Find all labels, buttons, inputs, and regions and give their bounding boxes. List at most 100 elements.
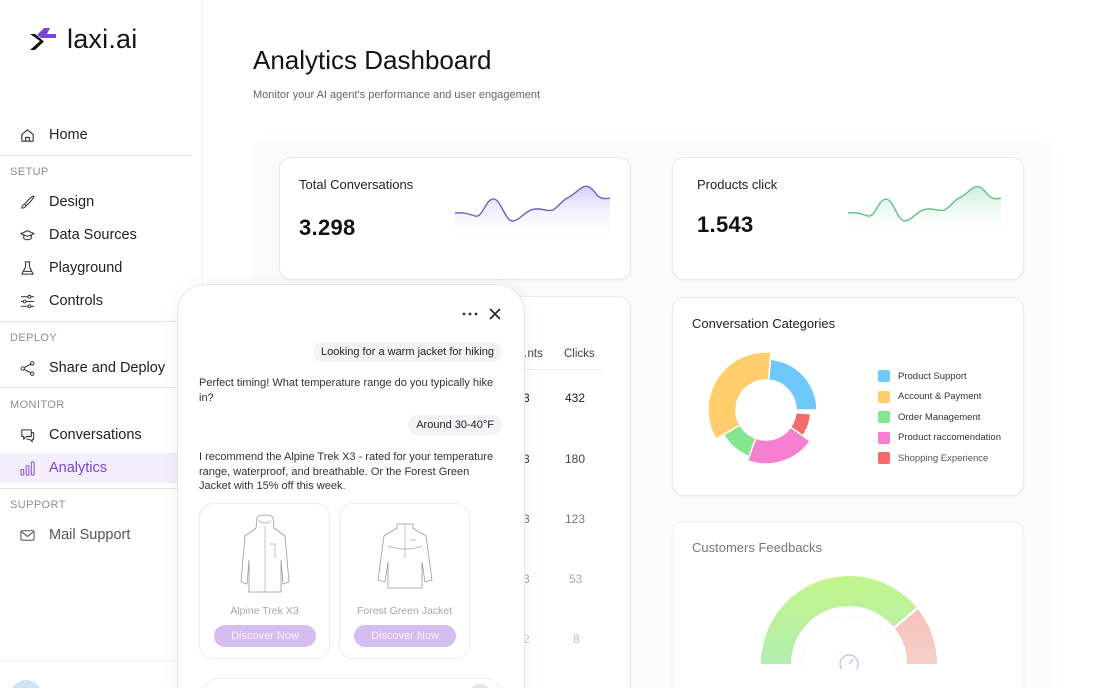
card-title: Products click bbox=[697, 177, 778, 192]
legend-item: Product raccomendation bbox=[878, 428, 1001, 449]
legend-swatch bbox=[878, 411, 890, 424]
sidebar-item-label: Home bbox=[49, 127, 88, 143]
product-card-forest-green-jacket[interactable]: Forest Green Jacket Discover Now bbox=[339, 503, 470, 659]
conversations-sparkline bbox=[455, 185, 610, 240]
legend-label: Product raccomendation bbox=[898, 432, 1001, 444]
sidebar: laxi.ai Home SETUP Design Data Sources P… bbox=[0, 0, 203, 688]
table-cell: 3 bbox=[523, 512, 530, 526]
products-click-sparkline bbox=[848, 185, 1001, 240]
bar-chart-icon bbox=[20, 460, 35, 476]
table-cell: 432 bbox=[565, 391, 586, 405]
legend-swatch bbox=[878, 390, 890, 403]
legend-item: Shopping Experience bbox=[878, 448, 1001, 469]
total-conversations-card: Total Conversations 3.298 bbox=[279, 157, 631, 280]
chat-message-user: Around 30-40°F bbox=[408, 415, 502, 435]
section-label-setup: SETUP bbox=[10, 166, 49, 178]
jacket-image bbox=[240, 514, 290, 593]
legend-item: Order Management bbox=[878, 407, 1001, 428]
table-cell: 3 bbox=[523, 452, 530, 466]
logo[interactable]: laxi.ai bbox=[29, 24, 137, 55]
table-cell: 3 bbox=[523, 391, 530, 405]
legend-label: Shopping Experience bbox=[898, 452, 989, 464]
categories-legend: Product Support Account & Payment Order … bbox=[878, 366, 1001, 469]
sidebar-item-controls[interactable]: Controls bbox=[0, 286, 203, 316]
jacket-image bbox=[377, 523, 433, 589]
legend-item: Account & Payment bbox=[878, 387, 1001, 408]
chat-widget: Looking for a warm jacket for hiking Per… bbox=[177, 284, 525, 688]
home-icon bbox=[21, 128, 34, 142]
sidebar-item-data-sources[interactable]: Data Sources bbox=[0, 220, 203, 250]
sidebar-item-label: Conversations bbox=[49, 427, 142, 443]
legend-label: Order Management bbox=[898, 411, 981, 423]
card-title: Total Conversations bbox=[299, 177, 414, 192]
page-title: Analytics Dashboard bbox=[253, 45, 492, 75]
legend-item: Product Support bbox=[878, 366, 1001, 387]
table-cell: 53 bbox=[569, 572, 583, 586]
sliders-icon bbox=[20, 294, 35, 308]
page-subtitle: Monitor your AI agent's performance and … bbox=[253, 89, 541, 101]
divider bbox=[0, 660, 203, 661]
sidebar-item-design[interactable]: Design bbox=[0, 187, 203, 217]
sidebar-item-label: Mail Support bbox=[49, 527, 131, 543]
legend-swatch bbox=[878, 431, 890, 444]
feedback-gauge-chart bbox=[761, 575, 937, 669]
sidebar-item-label: Data Sources bbox=[49, 227, 137, 243]
categories-donut-chart bbox=[707, 351, 818, 465]
more-options-icon[interactable] bbox=[461, 310, 479, 318]
discover-now-button[interactable]: Discover Now bbox=[354, 625, 456, 647]
products-click-value: 1.543 bbox=[697, 212, 754, 237]
chat-bubbles-icon bbox=[21, 428, 35, 442]
sidebar-item-label: Design bbox=[49, 194, 95, 210]
table-cell: 123 bbox=[565, 512, 586, 526]
table-cell: 180 bbox=[565, 452, 586, 466]
close-icon[interactable] bbox=[489, 308, 501, 320]
user-avatar[interactable] bbox=[10, 680, 42, 688]
customers-feedback-card: Customers Feedbacks bbox=[672, 521, 1024, 688]
legend-label: Account & Payment bbox=[898, 391, 982, 403]
send-button[interactable] bbox=[469, 684, 491, 688]
table-header-clicks: Clicks bbox=[564, 348, 595, 360]
brush-icon bbox=[21, 194, 35, 209]
legend-swatch bbox=[878, 452, 890, 465]
sidebar-item-share-deploy[interactable]: Share and Deploy bbox=[0, 353, 203, 383]
sidebar-item-home[interactable]: Home bbox=[0, 120, 203, 150]
flask-icon bbox=[21, 260, 34, 275]
laxi-logo-icon bbox=[30, 27, 56, 50]
divider bbox=[0, 155, 192, 156]
chat-message-bot: Perfect timing! What temperature range d… bbox=[199, 377, 494, 404]
sidebar-item-label: Controls bbox=[49, 293, 103, 309]
legend-label: Product Support bbox=[898, 370, 967, 382]
discover-now-button[interactable]: Discover Now bbox=[214, 625, 316, 647]
logo-text: laxi.ai bbox=[67, 24, 138, 54]
chat-message-bot: I recommend the Alpine Trek X3 - rated f… bbox=[199, 451, 494, 492]
conversation-categories-card: Conversation Categories Product Support … bbox=[672, 297, 1024, 496]
product-name: Alpine Trek X3 bbox=[230, 605, 299, 617]
share-icon bbox=[20, 360, 35, 376]
section-label-support: SUPPORT bbox=[10, 499, 66, 511]
table-cell: 2 bbox=[523, 632, 530, 646]
speedometer-icon bbox=[839, 654, 859, 669]
card-title: Conversation Categories bbox=[692, 316, 836, 331]
chat-message-input[interactable] bbox=[202, 678, 502, 688]
mail-icon bbox=[20, 529, 35, 541]
table-cell: 3 bbox=[523, 572, 530, 586]
divider bbox=[0, 488, 203, 489]
sidebar-item-label: Share and Deploy bbox=[49, 360, 166, 376]
product-card-alpine-trek[interactable]: Alpine Trek X3 Discover Now bbox=[199, 503, 330, 659]
product-name: Forest Green Jacket bbox=[356, 605, 453, 617]
sidebar-item-conversations[interactable]: Conversations bbox=[0, 420, 203, 450]
sidebar-item-analytics[interactable]: Analytics bbox=[0, 453, 203, 483]
legend-swatch bbox=[878, 370, 890, 383]
section-label-monitor: MONITOR bbox=[10, 399, 65, 411]
graduation-cap-icon bbox=[20, 229, 35, 240]
divider bbox=[0, 321, 203, 322]
card-title: Customers Feedbacks bbox=[692, 540, 823, 555]
sidebar-item-mail-support[interactable]: Mail Support bbox=[0, 520, 203, 550]
section-label-deploy: DEPLOY bbox=[10, 332, 58, 344]
divider bbox=[0, 387, 203, 388]
sidebar-item-playground[interactable]: Playground bbox=[0, 253, 203, 283]
sidebar-item-label: Analytics bbox=[49, 460, 108, 476]
chat-message-user: Looking for a warm jacket for hiking bbox=[312, 342, 502, 362]
products-click-card: Products click 1.543 bbox=[672, 157, 1024, 280]
